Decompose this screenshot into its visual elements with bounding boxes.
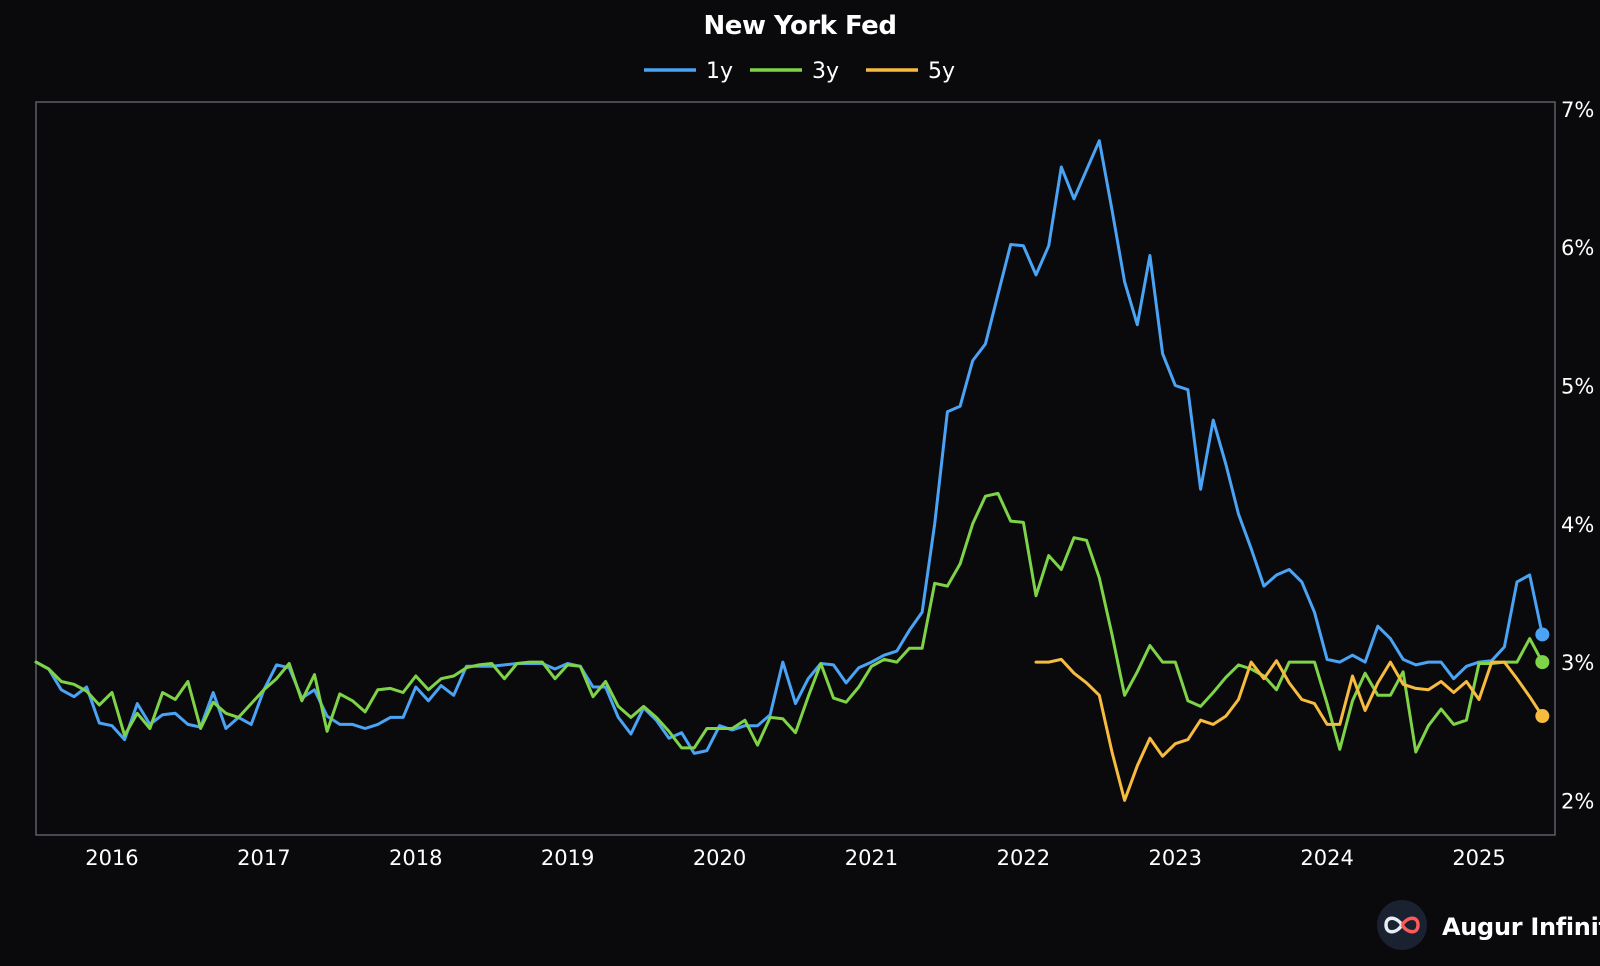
y-tick-label: 6% [1561,236,1594,260]
legend-item-5y[interactable]: 5y [866,59,955,84]
legend-label: 5y [928,59,955,84]
legend-label: 3y [812,59,839,84]
x-tick-label: 2025 [1452,846,1505,870]
x-tick-label: 2016 [85,846,138,870]
y-tick-label: 3% [1561,651,1594,675]
brand-name: Augur Infinity [1442,913,1600,941]
x-tick-label: 2020 [693,846,746,870]
series-line-3y [34,491,1544,754]
end-marker-3y [1535,655,1550,670]
legend-item-1y[interactable]: 1y [644,59,733,84]
end-marker-1y [1535,627,1550,642]
x-tick-label: 2018 [389,846,442,870]
y-axis: 2% 3% 4% 5% 6% 7% [1561,98,1594,814]
end-marker-5y [1535,709,1550,724]
x-tick-label: 2021 [845,846,898,870]
series-line-5y [1034,657,1544,802]
x-axis: 2016 2017 2018 2019 2020 2021 2022 2023 2024 2025 [85,846,1506,870]
x-tick-label: 2023 [1149,846,1202,870]
y-tick-label: 7% [1561,98,1594,122]
y-tick-label: 4% [1561,513,1594,537]
brand: Augur Infinity [1377,900,1600,950]
y-tick-label: 5% [1561,375,1594,399]
chart-title: New York Fed [704,11,897,41]
x-tick-label: 2017 [237,846,290,870]
end-markers [1535,627,1550,724]
x-tick-label: 2022 [997,846,1050,870]
y-tick-label: 2% [1561,789,1594,813]
infinity-logo-stroke-left [1384,916,1404,934]
plot-frame [35,101,1556,836]
infinity-logo-stroke-right [1400,916,1420,934]
x-tick-label: 2024 [1300,846,1353,870]
x-tick-label: 2019 [541,846,594,870]
legend-label: 1y [706,59,733,84]
legend: 1y 3y 5y [644,59,955,84]
legend-item-3y[interactable]: 3y [750,59,839,84]
series-lines [34,139,1544,802]
